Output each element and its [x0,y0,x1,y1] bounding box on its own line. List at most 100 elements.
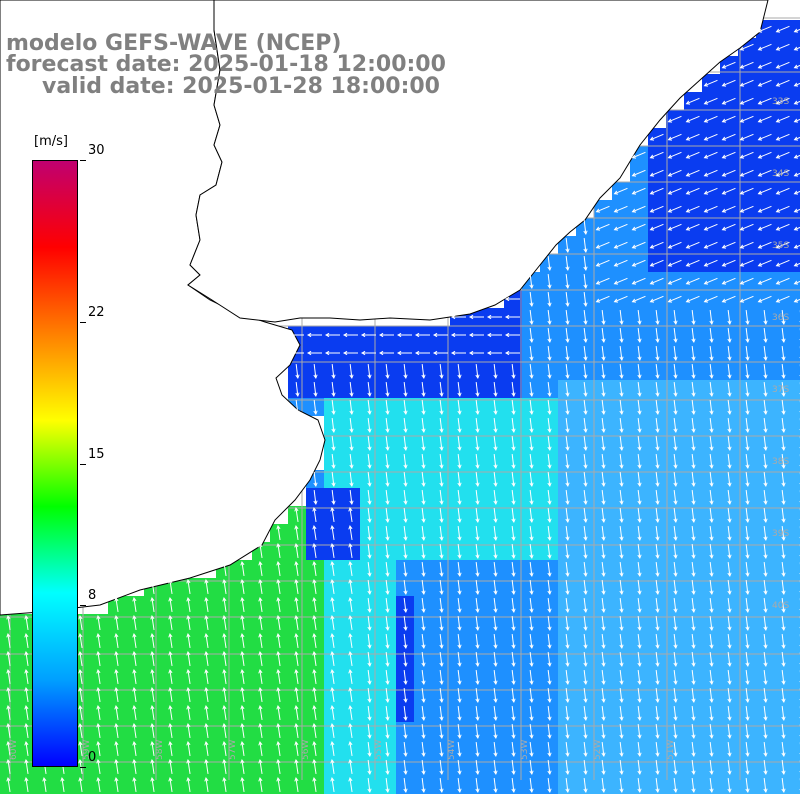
wind-arrow [619,417,624,433]
wind-arrow [655,561,660,577]
wind-arrow [745,309,750,325]
wind-arrow [721,151,736,159]
wind-arrow [457,489,462,505]
wind-arrow [547,291,552,307]
wind-arrow [565,615,570,631]
wind-arrow [312,759,317,774]
wind-arrow [691,489,696,505]
wind-arrow [757,295,772,303]
wind-arrow [367,651,372,667]
wind-arrow [475,561,480,577]
wind-arrow [619,651,624,667]
wind-arrow [312,777,317,792]
wind-arrow [673,417,678,433]
wind-arrow [294,777,299,792]
wind-arrow [331,417,336,433]
wind-arrow [78,669,83,684]
wind-arrow [222,687,227,702]
wind-arrow [793,100,800,105]
wind-arrow [78,705,83,720]
wind-arrow [312,525,317,540]
wind-arrow [258,687,263,702]
wind-arrow [330,705,335,720]
wind-arrow [367,471,372,487]
wind-arrow [637,777,642,793]
wind-arrow [757,97,772,105]
wind-arrow [763,399,768,415]
wind-arrow [186,741,191,756]
wind-arrow [691,309,696,325]
wind-arrow [685,223,700,231]
wind-arrow [276,705,281,720]
wind-arrow [439,615,444,631]
wind-arrow [619,381,624,397]
wind-arrow [222,597,227,612]
wind-arrow [667,133,682,141]
wind-arrow [619,345,624,361]
wind-arrow [727,507,732,523]
wind-cell [792,596,800,614]
wind-arrow [637,669,642,685]
wind-arrow [793,118,800,123]
wind-arrow [114,633,119,648]
latitude-label: 37S [772,385,789,395]
wind-cell [792,254,800,272]
wind-arrow [439,489,444,505]
wind-arrow [24,741,29,756]
wind-arrow [421,543,426,559]
wind-arrow [709,759,714,775]
wind-arrow [721,223,736,231]
wind-arrow [727,723,732,739]
wind-arrow [385,723,390,739]
wind-arrow [511,435,516,451]
wind-arrow [565,381,570,397]
wind-arrow [727,381,732,397]
wind-arrow [739,61,754,69]
wind-arrow [583,255,588,271]
wind-arrow [721,205,736,213]
wind-arrow [721,115,736,123]
wind-arrow [450,350,466,356]
wind-arrow [276,597,281,612]
wind-arrow [691,561,696,577]
wind-arrow [637,579,642,595]
wind-arrow [493,741,498,757]
wind-arrow [385,363,390,379]
wind-arrow [793,244,800,249]
wind-arrow [24,723,29,738]
wind-arrow [439,561,444,577]
wind-arrow [60,777,65,792]
wind-arrow [619,561,624,577]
wind-arrow [547,525,552,541]
wind-arrow [583,525,588,541]
wind-arrow [757,43,772,51]
wind-arrow [637,327,642,343]
wind-arrow [673,705,678,721]
wind-arrow [637,705,642,721]
wind-arrow [709,489,714,505]
wind-arrow [258,777,263,792]
forecast-date: forecast date: 2025-01-18 12:00:00 [6,52,446,77]
wind-arrow [649,169,664,177]
wind-arrow [781,669,786,685]
wind-cell [792,362,800,380]
wind-arrow [330,543,335,558]
wind-arrow [637,309,642,325]
wind-arrow [673,561,678,577]
wind-arrow [547,435,552,451]
wind-arrow [331,453,336,469]
wind-arrow [709,615,714,631]
wind-arrow [709,579,714,595]
wind-arrow [367,453,372,469]
wind-arrow [739,259,754,267]
wind-arrow [457,669,462,685]
wind-arrow [222,669,227,684]
wind-arrow [330,777,335,792]
wind-arrow [775,277,790,285]
wind-arrow [637,633,642,649]
wind-arrow [511,561,516,577]
wind-arrow [637,507,642,523]
wind-arrow [330,633,335,648]
wind-arrow [655,633,660,649]
wind-arrow [511,723,516,739]
